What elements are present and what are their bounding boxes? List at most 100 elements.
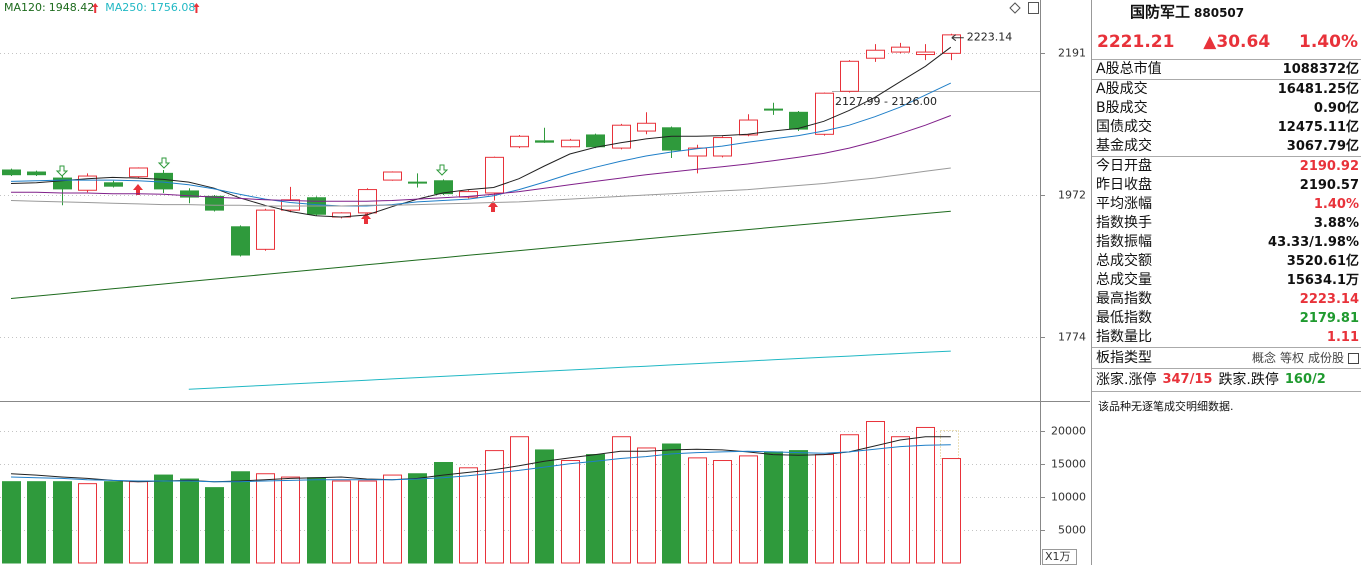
buy-arrow	[488, 201, 498, 212]
tool-icon[interactable]	[1009, 2, 1021, 14]
price-row: 2221.21 ▲30.64 1.40%	[1092, 24, 1361, 60]
stat-row: 基金成交 3067.79亿	[1092, 137, 1361, 156]
legend-name: MA120:	[4, 1, 46, 14]
change: ▲30.64	[1203, 31, 1271, 52]
volume-bar	[891, 436, 910, 564]
candle-body	[180, 190, 199, 198]
candle-body	[485, 156, 504, 194]
ma-line	[10, 436, 951, 483]
candle-body	[815, 92, 834, 135]
volume-bar	[764, 451, 783, 564]
ma-line	[188, 350, 951, 390]
candle-body	[586, 134, 605, 148]
volume-bar	[561, 460, 580, 564]
stat-row: A股总市值 1088372亿	[1092, 60, 1361, 79]
change-pct: 1.40%	[1299, 31, 1358, 52]
stat-row: B股成交 0.90亿	[1092, 99, 1361, 118]
candle-body	[104, 182, 123, 187]
ma-line	[10, 82, 952, 207]
index-code: 880507	[1194, 6, 1245, 20]
unit-label: X1万	[1045, 550, 1071, 563]
stat-row: A股成交 16481.25亿	[1092, 80, 1361, 99]
y-tick-label: 2191	[1058, 47, 1086, 60]
volume-bar	[485, 450, 504, 564]
row-label: 总成交量	[1096, 272, 1152, 288]
panel-title-row: 国防军工 880507	[1092, 0, 1361, 24]
candle-body	[510, 135, 529, 148]
volume-bar	[535, 449, 554, 564]
candle-body	[281, 199, 300, 211]
volume-bar	[942, 458, 961, 564]
high-annotation: 2223.14	[967, 31, 1013, 44]
volume-bar	[332, 480, 351, 564]
chart: 1774 1972 2191 MA120: 1948.42 MA250: 1756.08 22…	[0, 0, 1090, 565]
row-label: 指数换手	[1096, 215, 1152, 231]
row-value: 3067.79亿	[1286, 139, 1359, 154]
row-value: 3.88%	[1313, 216, 1359, 231]
row-label: 指数量比	[1096, 329, 1152, 345]
row-value: 1.40%	[1313, 197, 1359, 212]
legend-entry: MA120: 1948.42	[4, 1, 94, 14]
row-value: 3520.61亿	[1286, 254, 1359, 269]
note: 该品种无逐笔成交明细数据.	[1098, 400, 1234, 413]
row-label: 今日开盘	[1096, 158, 1152, 174]
row-label: 最低指数	[1096, 310, 1152, 326]
volume-bar	[916, 426, 935, 564]
y-tick-label: 10000	[1051, 491, 1086, 504]
candle-body	[434, 180, 453, 195]
ma-line	[10, 46, 952, 218]
buy-arrow	[361, 213, 371, 224]
volume-bar	[383, 474, 402, 564]
ma-line	[11, 115, 951, 202]
stat-row: 指数振幅 43.33/1.98%	[1092, 233, 1361, 252]
candle-body	[866, 49, 885, 59]
stat-row: 总成交量 15634.1万	[1092, 271, 1361, 290]
candle-body	[688, 147, 707, 157]
volume-bar	[2, 481, 21, 564]
row-label: 昨日收盘	[1096, 177, 1152, 193]
volume-bar	[815, 454, 834, 564]
volume-bar	[27, 481, 46, 564]
quote-panel: 国防军工 880507 2221.21 ▲30.64 1.40% A股总市值 10883…	[1091, 0, 1361, 565]
candle-body	[2, 169, 21, 176]
row-label: 跌家.跌停	[1218, 372, 1279, 388]
volume-bar	[53, 481, 72, 564]
stat-row: 今日开盘 2190.92	[1092, 157, 1361, 176]
candle-body	[256, 209, 275, 250]
row-label: 最高指数	[1096, 291, 1152, 307]
stat-group: 今日开盘 2190.92 昨日收盘 2190.57 平均涨幅 1.40% 指数换手 3.88%…	[1092, 157, 1361, 348]
volume-bar	[637, 447, 656, 564]
volume-bar	[789, 450, 808, 564]
volume-bar	[866, 421, 885, 564]
candle-body	[535, 140, 554, 143]
volume-bar	[510, 436, 529, 564]
volume-bar	[739, 455, 758, 564]
volume-bar	[281, 476, 300, 564]
row-value: 43.33/1.98%	[1268, 235, 1359, 250]
ma-line	[10, 210, 951, 299]
volume-bar	[586, 454, 605, 564]
y-tick-label: 20000	[1051, 425, 1086, 438]
tool-icon[interactable]	[1028, 2, 1039, 14]
price: 2221.21	[1097, 31, 1175, 52]
row-value: 12475.11亿	[1277, 120, 1359, 135]
candle-body	[662, 127, 681, 151]
row-value: 16481.25亿	[1277, 82, 1359, 97]
board-options: 概念 等权 成份股	[1252, 348, 1359, 368]
candle-body	[612, 124, 631, 149]
volume-bar	[180, 478, 199, 564]
board-type-row: 板指类型 概念 等权 成份股	[1092, 348, 1361, 369]
volume-bar	[358, 480, 377, 564]
candle-body	[205, 195, 224, 211]
legend-entry: MA250: 1756.08	[105, 1, 195, 14]
board-option: 成份股	[1307, 351, 1344, 365]
row-value: 2190.92	[1299, 159, 1359, 174]
row-label: 总成交额	[1096, 253, 1152, 269]
sell-arrow	[55, 165, 69, 177]
volume-bar	[408, 473, 427, 564]
candle-body	[408, 181, 427, 184]
candle-body	[459, 191, 478, 198]
up-value: 347/15	[1162, 372, 1213, 387]
candle-body	[942, 34, 961, 54]
